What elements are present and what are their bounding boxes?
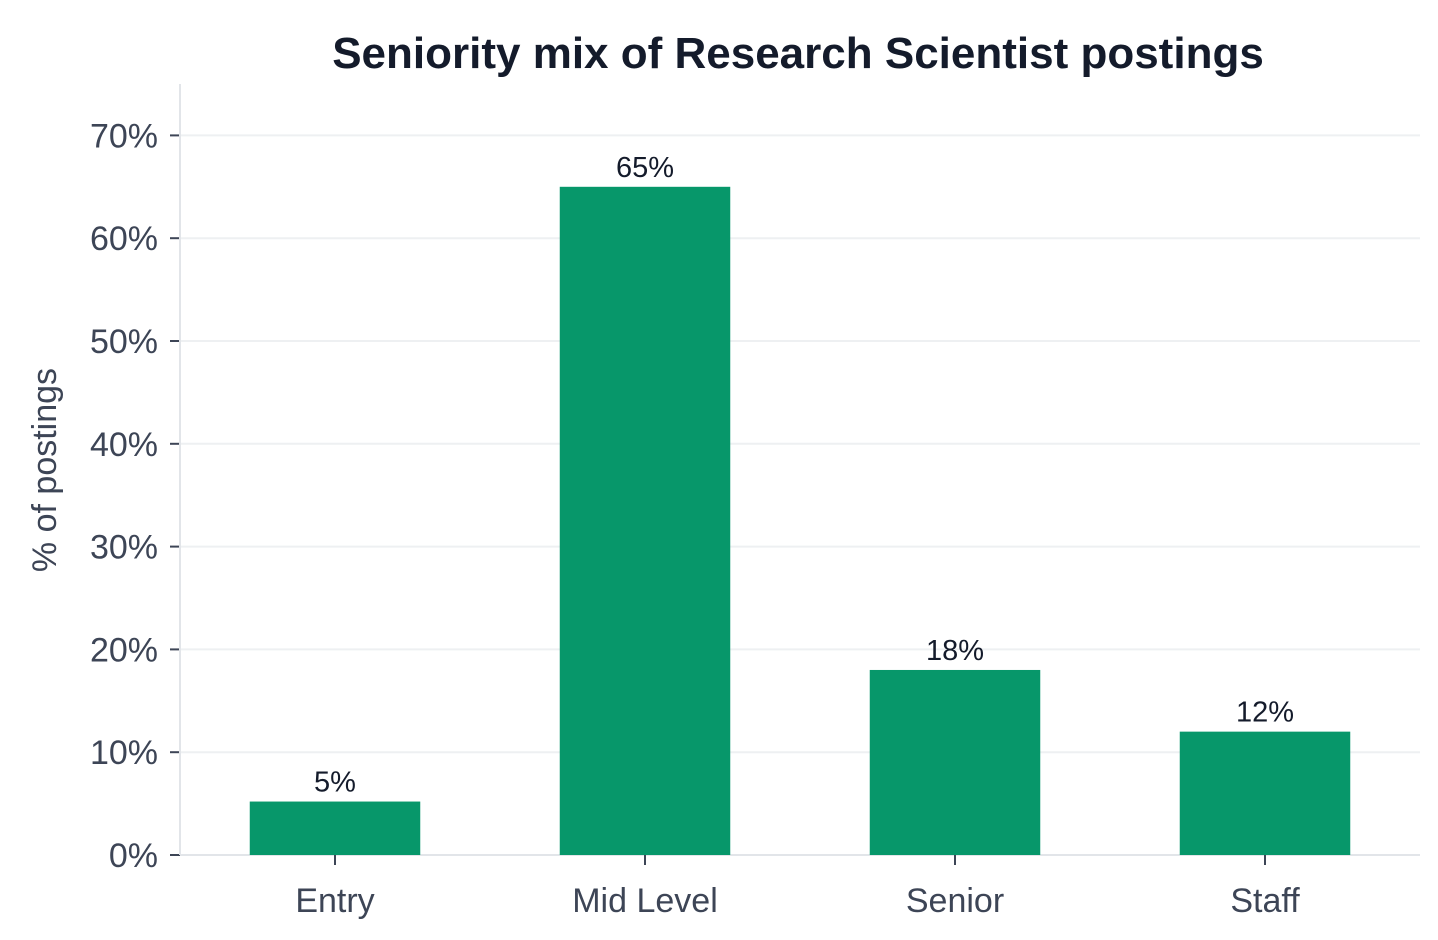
- data-label: 18%: [926, 635, 984, 667]
- x-tick-label: Entry: [295, 882, 374, 920]
- y-tick-label: 70%: [90, 117, 158, 155]
- y-axis-label: % of postings: [26, 368, 64, 572]
- x-tick-label: Senior: [906, 882, 1004, 920]
- labels: 0% 10% 20% 30% 40% 50% 60% 70% Entry 5% Mid Level 6…: [90, 117, 1300, 920]
- y-tick-label: 20%: [90, 631, 158, 669]
- bar-staff: [1179, 731, 1351, 855]
- y-tick-label: 60%: [90, 220, 158, 258]
- y-tick-label: 0%: [109, 837, 158, 875]
- y-tick-label: 50%: [90, 323, 158, 361]
- x-tick-label: Mid Level: [572, 882, 718, 920]
- data-label: 12%: [1236, 697, 1294, 729]
- bar-senior: [869, 669, 1041, 855]
- y-tick-label: 30%: [90, 529, 158, 567]
- bar-mid-level: [559, 186, 731, 856]
- x-tick-label: Staff: [1230, 882, 1300, 920]
- data-label: 65%: [616, 152, 674, 184]
- chart-title: Seniority mix of Research Scientist post…: [332, 29, 1264, 78]
- bars: [249, 186, 1351, 856]
- gridlines: [180, 134, 1420, 754]
- y-tick-label: 10%: [90, 734, 158, 772]
- y-tick-label: 40%: [90, 426, 158, 464]
- data-label: 5%: [314, 767, 356, 799]
- bar-entry: [249, 801, 421, 855]
